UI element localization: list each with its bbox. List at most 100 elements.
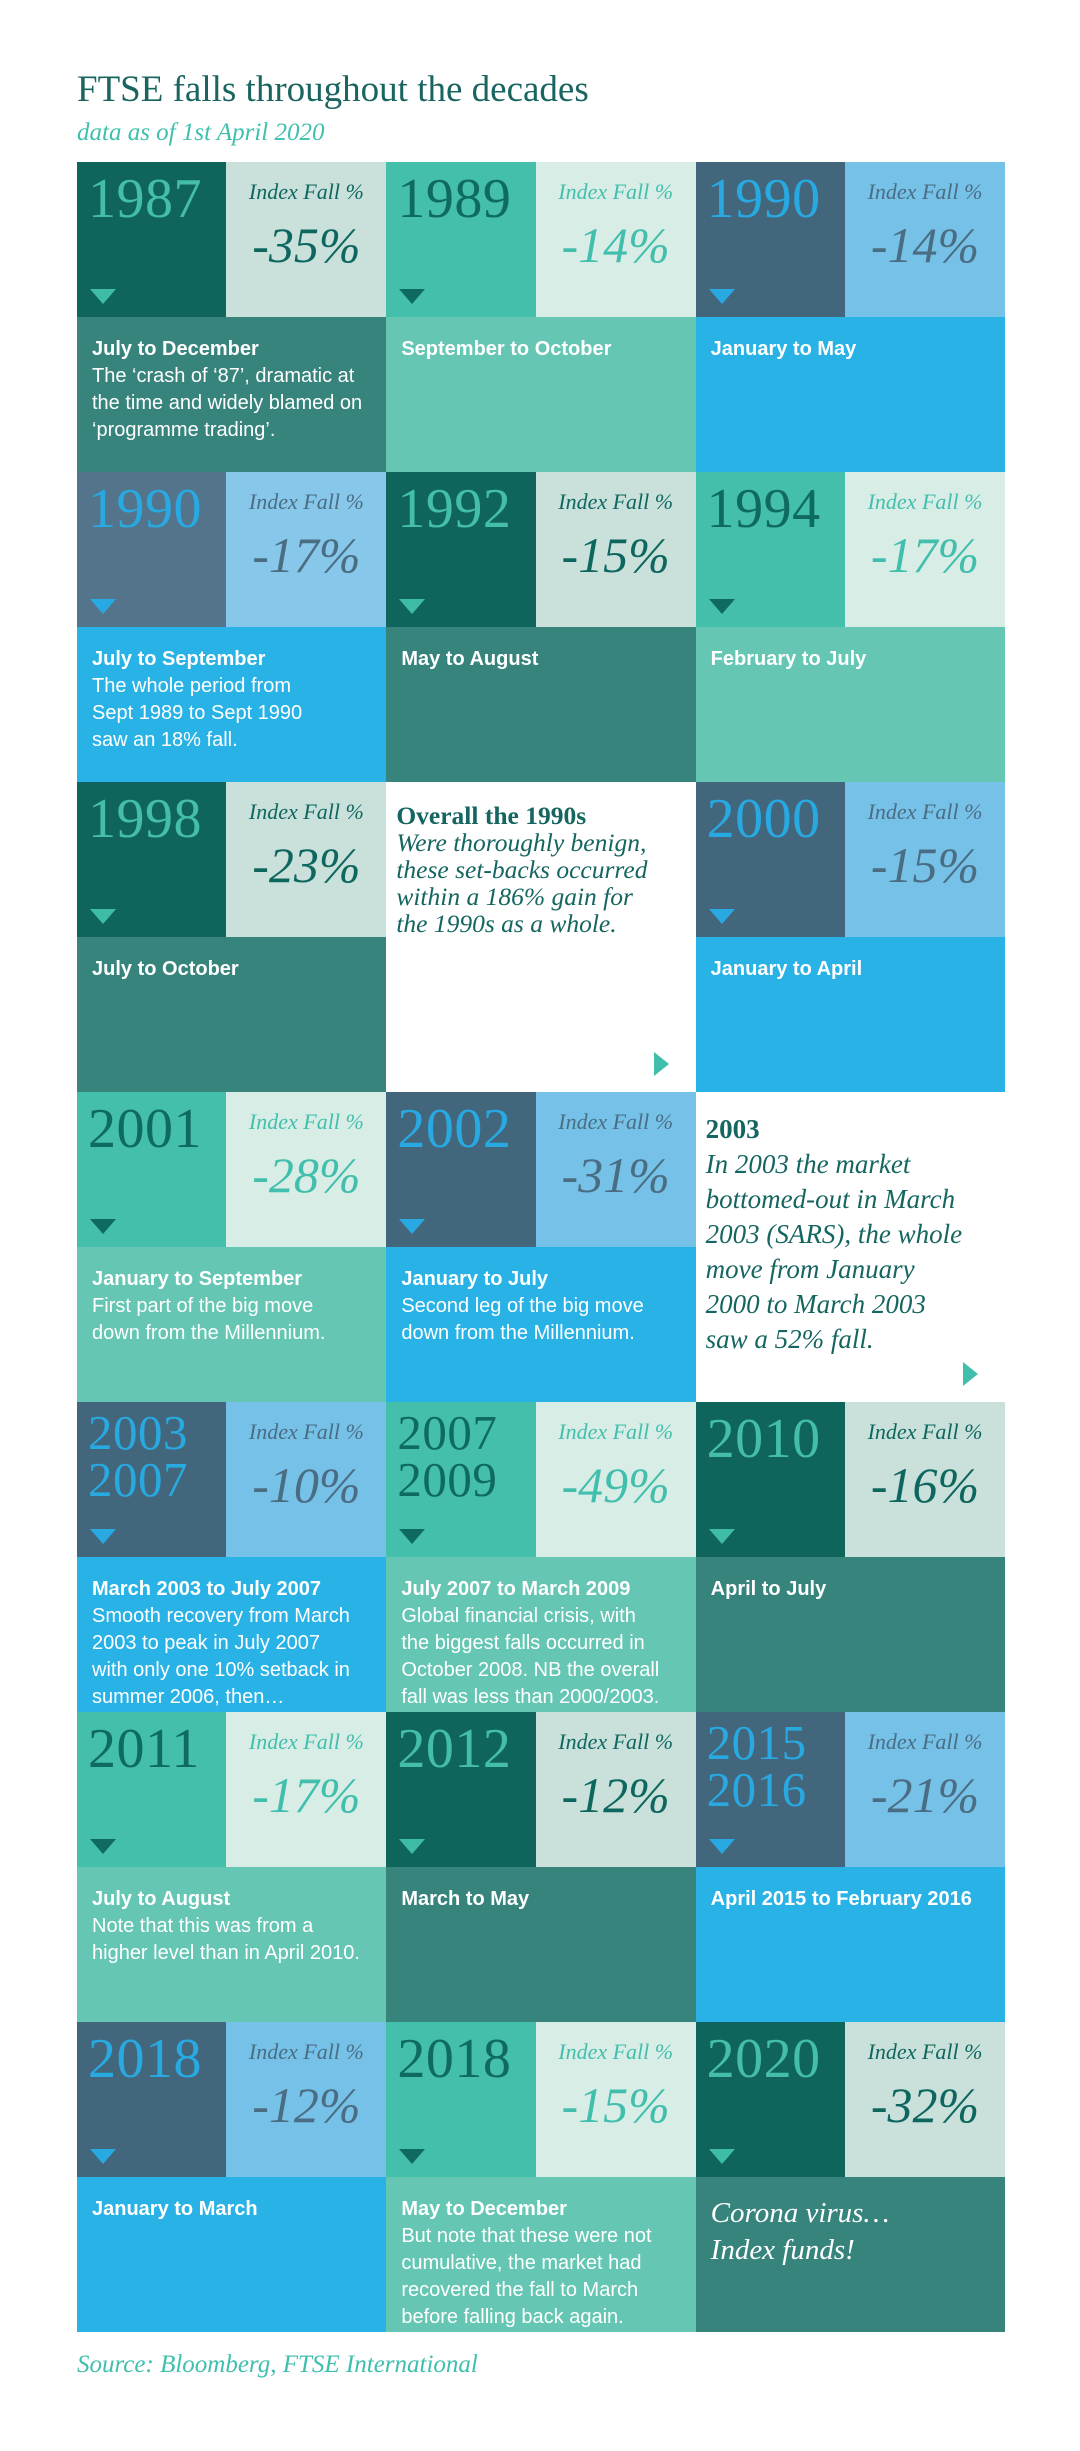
source-credit: Source: Bloomberg, FTSE International [77,2351,478,2379]
note-heading: Overall the 1990s [396,801,587,831]
year-box: 1994 [695,472,846,628]
year-label: 1992 [397,478,512,541]
index-box: Index Fall % -16% [845,1402,1005,1558]
year-box: 1992 [386,472,536,628]
year-box: 2015 2016 [695,1712,846,1868]
period-desc: May to December But note that these were… [386,2177,696,2333]
index-box: Index Fall % -32% [845,2022,1005,2178]
card-top: 2007 2009 Index Fall % -49% [386,1402,696,1558]
card-top: 2010 Index Fall % -16% [695,1402,1005,1558]
card-2007-2009: 2007 2009 Index Fall % -49% July 2007 to… [386,1402,696,1713]
index-box: Index Fall % -35% [226,162,387,318]
card-top: 2003 2007 Index Fall % -10% [77,1402,387,1558]
index-fall-label: Index Fall % [248,1419,364,1445]
year-label: 2002 [397,1098,512,1161]
index-box: Index Fall % -28% [226,1092,387,1248]
card-2018a: 2018 Index Fall % -12% January to March [77,2022,387,2333]
period-desc: January to March [77,2177,387,2333]
index-fall-label: Index Fall % [248,1109,364,1135]
index-fall-value: -10% [252,1457,361,1514]
year-box: 2007 2009 [386,1402,536,1558]
period-desc: January to April [695,937,1005,1093]
card-1994: 1994 Index Fall % -17% February to July [695,472,1005,783]
card-2011: 2011 Index Fall % -17% July to August No… [77,1712,387,2023]
year-box: 2011 [77,1712,227,1868]
down-triangle-icon [708,909,735,925]
card-2012: 2012 Index Fall % -12% March to May [386,1712,696,2023]
down-triangle-icon [399,2149,426,2165]
index-fall-label: Index Fall % [558,2039,674,2065]
index-box: Index Fall % -15% [845,782,1005,938]
period-note: Second leg of the big move down from the… [401,1295,644,1345]
down-triangle-icon [708,1839,735,1855]
card-top: 1998 Index Fall % -23% [77,782,387,938]
period-note: The whole period from Sept 1989 to Sept … [92,675,303,752]
card-2001: 2001 Index Fall % -28% January to Septem… [77,1092,387,1403]
index-fall-value: -21% [870,1767,980,1824]
period-note: But note that these were not cumulative,… [401,2225,652,2329]
index-box: Index Fall % -21% [845,1712,1005,1868]
period-label: July to December [92,338,259,361]
year-label: 1990 [706,168,821,231]
period-desc: July 2007 to March 2009 Global financial… [386,1557,696,1713]
index-fall-value: -15% [870,837,980,894]
card-top: 1990 Index Fall % -17% [77,472,387,628]
year-label: 2018 [88,2028,202,2091]
year-box: 1987 [77,162,227,318]
year-box: 1998 [77,782,227,938]
index-fall-value: -31% [561,1147,670,1204]
index-fall-label: Index Fall % [867,799,983,825]
right-arrow-icon [653,1052,669,1077]
period-desc: April 2015 to February 2016 [695,1867,1005,2023]
note-2003: 2003 In 2003 the market bottomed-out in … [695,1092,1005,1403]
index-box: Index Fall % -15% [535,472,696,628]
page-title: FTSE falls throughout the decades [77,69,589,110]
period-desc: March 2003 to July 2007 Smooth recovery … [77,1557,387,1713]
down-triangle-icon [90,909,116,925]
index-fall-value: -17% [252,1767,361,1824]
period-desc: April to July [695,1557,1005,1713]
year-label: 2018 [397,2028,512,2091]
year-box: 2018 [386,2022,536,2178]
index-fall-value: -16% [870,1457,980,1514]
card-top: 2020 Index Fall % -32% [695,2022,1005,2178]
index-box: Index Fall % -17% [226,472,387,628]
down-triangle-icon [90,2149,116,2165]
card-2018b: 2018 Index Fall % -15% May to December B… [386,2022,696,2333]
right-arrow-icon [963,1362,978,1387]
index-fall-value: -14% [561,217,670,274]
year-box: 1990 [77,472,227,628]
down-triangle-icon [399,1529,426,1545]
card-top: 2012 Index Fall % -12% [386,1712,696,1868]
down-triangle-icon [708,2149,735,2165]
year-line-2: 2016 [706,1761,807,1817]
card-top: 2015 2016 Index Fall % -21% [695,1712,1005,1868]
index-box: Index Fall % -12% [535,1712,696,1868]
down-triangle-icon [399,599,426,615]
period-label: July 2007 to March 2009 [401,1578,631,1601]
period-label: September to October [401,338,612,361]
period-note: Global financial crisis, with the bigges… [401,1605,660,1709]
note-heading: 2003 [705,1114,760,1145]
index-box: Index Fall % -12% [226,2022,387,2178]
card-1990a: 1990 Index Fall % -14% January to May [695,162,1005,473]
card-top: 1994 Index Fall % -17% [695,472,1005,628]
year-label: 2010 [706,1408,821,1471]
down-triangle-icon [399,1839,426,1855]
index-fall-value: -49% [561,1457,670,1514]
year-label: 1994 [706,478,821,541]
card-top: 2002 Index Fall % -31% [386,1092,696,1248]
card-2000: 2000 Index Fall % -15% January to April [695,782,1005,1093]
index-fall-label: Index Fall % [248,179,364,205]
card-1992: 1992 Index Fall % -15% May to August [386,472,696,783]
index-box: Index Fall % -14% [845,162,1005,318]
year-label: 2007 2009 [386,1402,535,1504]
card-2002: 2002 Index Fall % -31% January to July S… [386,1092,696,1403]
note-overall-1990s: Overall the 1990s Were thoroughly benign… [386,782,696,1093]
down-triangle-icon [399,1219,426,1235]
period-desc: January to May [695,317,1005,473]
card-top: 1990 Index Fall % -14% [695,162,1005,318]
year-box: 1990 [695,162,846,318]
year-box: 2000 [695,782,846,938]
